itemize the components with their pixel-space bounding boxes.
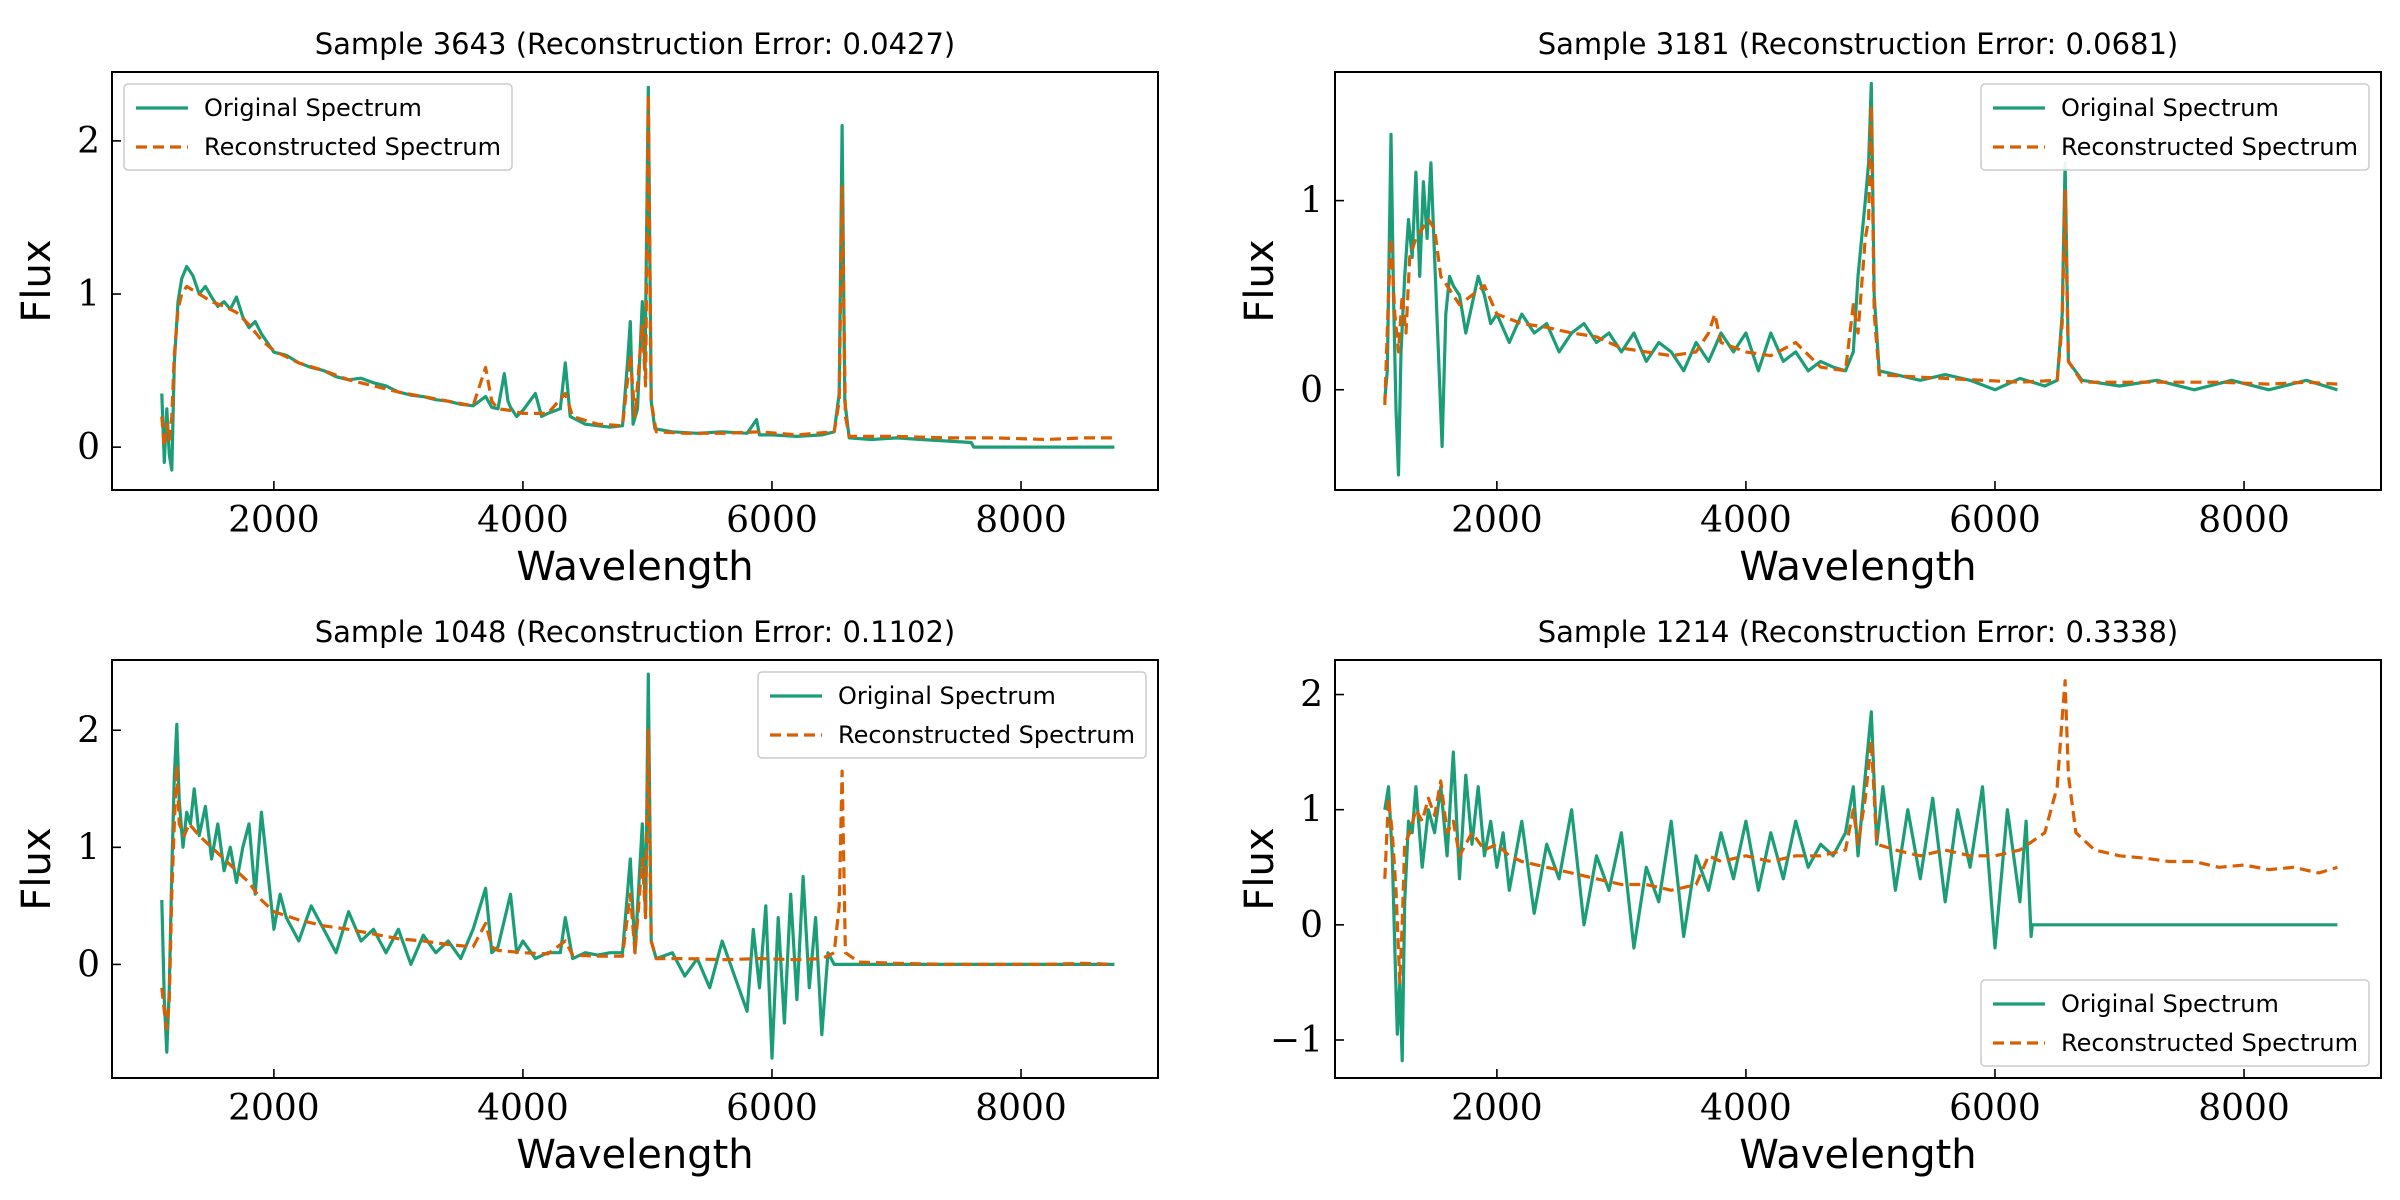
y-tick-label: 1 [77, 274, 100, 315]
series-group [1383, 679, 2338, 1063]
legend-box [1980, 979, 2370, 1067]
x-tick-label: 8000 [975, 1088, 1067, 1129]
legend: Original Spectrum Reconstructed Spectrum [757, 671, 1147, 759]
legend-box [1980, 83, 2370, 171]
legend-box [123, 83, 513, 171]
y-tick-label: 0 [77, 427, 100, 468]
series-group [160, 672, 1115, 1060]
reconstructed-spectrum-line [1383, 679, 2338, 984]
original-spectrum-line [1383, 710, 2338, 1063]
x-axis-label: Wavelength [1739, 1132, 1976, 1178]
y-tick-label: 2 [77, 710, 100, 751]
x-tick-label: 6000 [1949, 500, 2041, 541]
chart-title: Sample 1214 (Reconstruction Error: 0.333… [1538, 615, 2179, 649]
y-axis-label: Flux [14, 239, 60, 322]
plot-frame [111, 659, 1159, 1079]
panel-2: 2000 4000 6000 8000 0 1 Sample 3181 (Reconstru… [1237, 27, 2382, 590]
chart-title: Sample 3181 (Reconstruction Error: 0.068… [1538, 27, 2179, 61]
x-tick-label: 4000 [1700, 500, 1792, 541]
legend-entry: Reconstructed Spectrum [2061, 133, 2358, 161]
panel-3: 2000 4000 6000 8000 0 1 2 Sample 1048 (Reconstr… [14, 615, 1159, 1178]
y-tick-label: 2 [77, 121, 100, 162]
x-tick-label: 8000 [975, 500, 1067, 541]
x-tick-label: 6000 [726, 1088, 818, 1129]
reconstructed-spectrum-line [160, 93, 1115, 449]
reconstructed-spectrum-line [1383, 104, 2338, 405]
x-tick-label: 2000 [1451, 500, 1543, 541]
panel-4: 2000 4000 6000 8000 −1 0 1 2 Sample 1214 (Recons… [1237, 615, 2382, 1178]
plot-frame [1334, 71, 2382, 491]
x-tick-label: 6000 [1949, 1088, 2041, 1129]
y-tick-label: 2 [1300, 675, 1323, 716]
legend: Original Spectrum Reconstructed Spectrum [1980, 83, 2370, 171]
y-tick-label: 0 [1300, 370, 1323, 411]
x-tick-label: 2000 [228, 1088, 320, 1129]
x-tick-label: 8000 [2198, 1088, 2290, 1129]
y-tick-label: 1 [1300, 790, 1323, 831]
original-spectrum-line [1383, 81, 2338, 477]
y-tick-label: 0 [77, 944, 100, 985]
legend-entry: Reconstructed Spectrum [2061, 1029, 2358, 1057]
plot-frame [111, 71, 1159, 491]
y-tick-label: 1 [77, 827, 100, 868]
panel-1: 2000 4000 6000 8000 0 1 2 Sample 3643 (Reconstr… [14, 27, 1159, 590]
y-axis-label: Flux [1237, 239, 1283, 322]
y-axis-label: Flux [14, 827, 60, 910]
series-group [160, 85, 1115, 472]
legend-entry: Original Spectrum [204, 94, 422, 122]
reconstructed-spectrum-line [160, 728, 1115, 1031]
x-tick-label: 2000 [1451, 1088, 1543, 1129]
legend: Original Spectrum Reconstructed Spectrum [123, 83, 513, 171]
x-tick-label: 8000 [2198, 500, 2290, 541]
original-spectrum-line [160, 672, 1115, 1060]
x-tick-label: 6000 [726, 500, 818, 541]
x-tick-label: 4000 [477, 500, 569, 541]
legend-entry: Reconstructed Spectrum [838, 721, 1135, 749]
x-tick-label: 4000 [1700, 1088, 1792, 1129]
original-spectrum-line [160, 85, 1115, 472]
legend-entry: Original Spectrum [2061, 94, 2279, 122]
x-axis-label: Wavelength [516, 1132, 753, 1178]
y-axis-label: Flux [1237, 827, 1283, 910]
legend-entry: Reconstructed Spectrum [204, 133, 501, 161]
plot-frame [1334, 659, 2382, 1079]
x-tick-label: 4000 [477, 1088, 569, 1129]
series-group [1383, 81, 2338, 477]
y-tick-label: 1 [1300, 181, 1323, 222]
y-tick-label: 0 [1300, 905, 1323, 946]
legend-entry: Original Spectrum [838, 682, 1056, 710]
chart-title: Sample 1048 (Reconstruction Error: 0.110… [315, 615, 956, 649]
y-tick-label: −1 [1270, 1020, 1323, 1061]
chart-title: Sample 3643 (Reconstruction Error: 0.042… [315, 27, 956, 61]
x-axis-label: Wavelength [516, 544, 753, 590]
legend: Original Spectrum Reconstructed Spectrum [1980, 979, 2370, 1067]
legend-box [757, 671, 1147, 759]
legend-entry: Original Spectrum [2061, 990, 2279, 1018]
x-axis-label: Wavelength [1739, 544, 1976, 590]
x-tick-label: 2000 [228, 500, 320, 541]
